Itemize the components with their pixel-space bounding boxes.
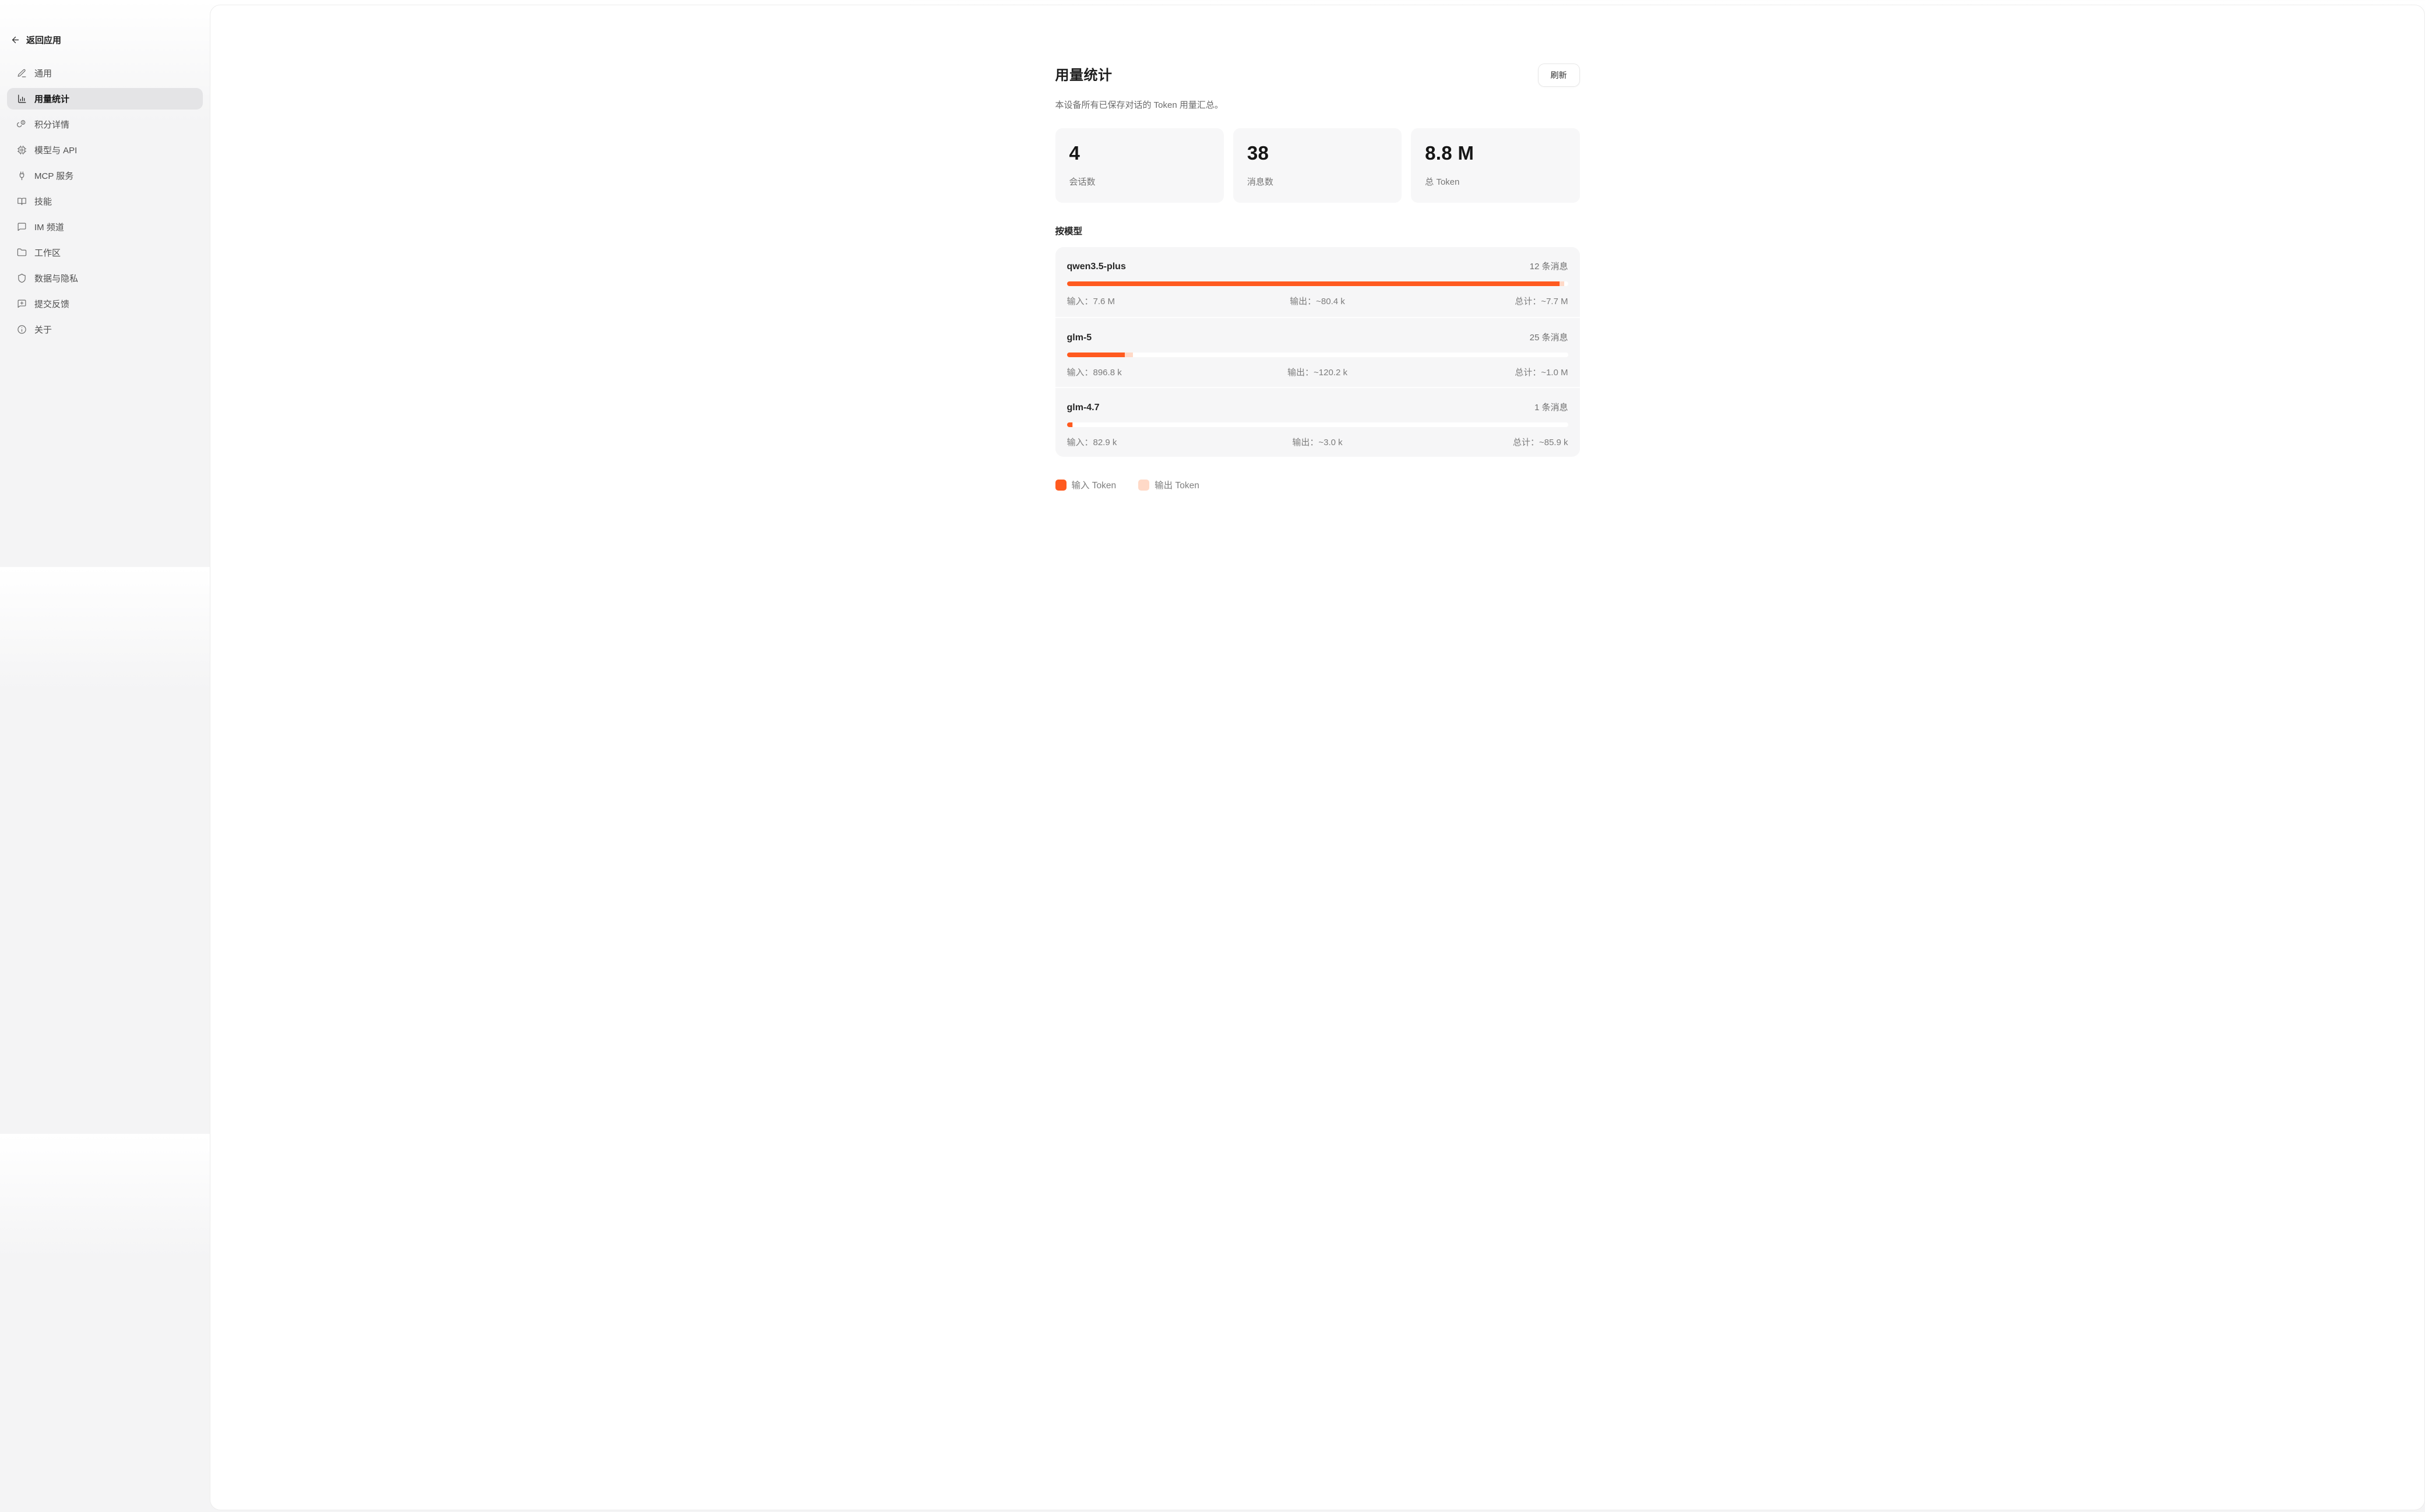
- sidebar-item-label: 用量统计: [34, 94, 70, 104]
- sidebar-item-label: 通用: [34, 69, 52, 79]
- stat-label: 会话数: [1069, 177, 1096, 187]
- model-name: glm-4.7: [1067, 403, 1100, 413]
- sidebar-item-label: MCP 服务: [34, 171, 74, 181]
- input-token-bar-segment: [1067, 281, 1560, 286]
- model-message-count: 12 条消息: [1529, 262, 1568, 272]
- stat-card-messages: 38 消息数: [1233, 128, 1402, 203]
- coins-icon: [17, 119, 27, 129]
- message-plus-icon: [17, 299, 27, 309]
- model-message-count: 25 条消息: [1529, 333, 1568, 343]
- model-row-qwen3-5-plus: qwen3.5-plus 12 条消息 输入：7.6 M 输出：~80.4 k …: [1055, 247, 1580, 317]
- sidebar-item-label: 关于: [34, 325, 52, 335]
- pencil-icon: [17, 68, 27, 78]
- stat-value: 8.8 M: [1425, 142, 1474, 164]
- model-total-tokens: 总计：~85.9 k: [1512, 438, 1568, 447]
- sidebar-item-label: 数据与隐私: [34, 274, 79, 284]
- legend-label: 输出 Token: [1155, 481, 1199, 491]
- model-input-tokens: 输入：896.8 k: [1067, 368, 1122, 378]
- model-message-count: 1 条消息: [1534, 403, 1568, 413]
- legend-input-token: 输入 Token: [1055, 478, 1117, 491]
- sidebar-item-skills[interactable]: 技能: [7, 191, 203, 212]
- cpu-icon: [17, 145, 27, 155]
- model-input-tokens: 输入：7.6 M: [1067, 297, 1115, 306]
- sidebar-item-models-api[interactable]: 模型与 API: [7, 139, 203, 161]
- sidebar-item-label: 积分详情: [34, 120, 70, 130]
- arrow-left-icon: [10, 35, 20, 45]
- page-header: 用量统计 刷新: [1055, 64, 1580, 87]
- sidebar-item-credits[interactable]: 积分详情: [7, 114, 203, 135]
- stat-value: 38: [1247, 142, 1269, 164]
- model-row-glm-5: glm-5 25 条消息 输入：896.8 k 输出：~120.2 k 总计：~…: [1055, 317, 1580, 387]
- stat-label: 总 Token: [1425, 177, 1460, 187]
- back-to-app-label: 返回应用: [26, 36, 62, 45]
- output-token-bar-segment: [1559, 281, 1565, 286]
- token-legend: 输入 Token 输出 Token: [1055, 478, 1580, 491]
- sidebar-item-data-privacy[interactable]: 数据与隐私: [7, 267, 203, 289]
- book-open-icon: [17, 196, 27, 206]
- output-token-bar-segment: [1125, 353, 1133, 357]
- settings-content-panel: 用量统计 刷新 本设备所有已保存对话的 Token 用量汇总。 4 会话数 38…: [210, 5, 2425, 1510]
- token-usage-bar: [1067, 422, 1568, 427]
- model-total-tokens: 总计：~1.0 M: [1515, 368, 1568, 378]
- model-input-tokens: 输入：82.9 k: [1067, 438, 1117, 447]
- sidebar: 返回应用 通用 用量统计 积分详情 模型与 API: [0, 0, 210, 1512]
- page-title: 用量统计: [1055, 68, 1113, 83]
- sidebar-item-label: 工作区: [34, 248, 61, 258]
- info-icon: [17, 325, 27, 334]
- shield-icon: [17, 273, 27, 283]
- sidebar-item-label: 模型与 API: [34, 146, 78, 156]
- sidebar-item-im-channels[interactable]: IM 频道: [7, 216, 203, 238]
- token-usage-bar: [1067, 353, 1568, 357]
- model-name: qwen3.5-plus: [1067, 262, 1126, 272]
- sidebar-item-workspace[interactable]: 工作区: [7, 242, 203, 263]
- stat-label: 消息数: [1247, 177, 1273, 187]
- message-icon: [17, 222, 27, 232]
- stat-value: 4: [1069, 142, 1080, 164]
- plug-icon: [17, 171, 27, 181]
- sidebar-item-label: IM 频道: [34, 223, 64, 232]
- token-usage-bar: [1067, 281, 1568, 286]
- sidebar-item-about[interactable]: 关于: [7, 319, 203, 340]
- model-output-tokens: 输出：~80.4 k: [1290, 297, 1345, 306]
- back-to-app-button[interactable]: 返回应用: [7, 34, 203, 46]
- input-token-bar-segment: [1067, 353, 1125, 357]
- legend-label: 输入 Token: [1071, 481, 1117, 491]
- sidebar-item-label: 技能: [34, 197, 52, 207]
- folder-icon: [17, 248, 27, 258]
- sidebar-item-general[interactable]: 通用: [7, 62, 203, 84]
- sidebar-item-label: 提交反馈: [34, 299, 70, 309]
- stat-card-total-tokens: 8.8 M 总 Token: [1411, 128, 1580, 203]
- sidebar-item-mcp[interactable]: MCP 服务: [7, 165, 203, 186]
- by-model-section-label: 按模型: [1055, 227, 1083, 237]
- input-token-bar-segment: [1067, 422, 1072, 427]
- model-row-glm-4-7: glm-4.7 1 条消息 输入：82.9 k 输出：~3.0 k 总计：~85…: [1055, 387, 1580, 457]
- bar-chart-icon: [17, 94, 27, 104]
- stat-card-sessions: 4 会话数: [1055, 128, 1224, 203]
- refresh-button[interactable]: 刷新: [1537, 64, 1580, 87]
- output-token-swatch: [1138, 479, 1150, 491]
- stat-cards: 4 会话数 38 消息数 8.8 M 总 Token: [1055, 128, 1580, 203]
- sidebar-item-usage-stats[interactable]: 用量统计: [7, 88, 203, 110]
- models-usage-list: qwen3.5-plus 12 条消息 输入：7.6 M 输出：~80.4 k …: [1055, 247, 1580, 457]
- sidebar-nav: 通用 用量统计 积分详情 模型与 API MCP 服务: [7, 62, 203, 340]
- page-subtitle: 本设备所有已保存对话的 Token 用量汇总。: [1055, 100, 1223, 110]
- input-token-swatch: [1055, 479, 1067, 491]
- model-output-tokens: 输出：~3.0 k: [1292, 438, 1343, 447]
- model-name: glm-5: [1067, 333, 1092, 343]
- model-output-tokens: 输出：~120.2 k: [1287, 368, 1347, 378]
- legend-output-token: 输出 Token: [1138, 478, 1199, 491]
- model-total-tokens: 总计：~7.7 M: [1515, 297, 1568, 306]
- sidebar-item-feedback[interactable]: 提交反馈: [7, 293, 203, 315]
